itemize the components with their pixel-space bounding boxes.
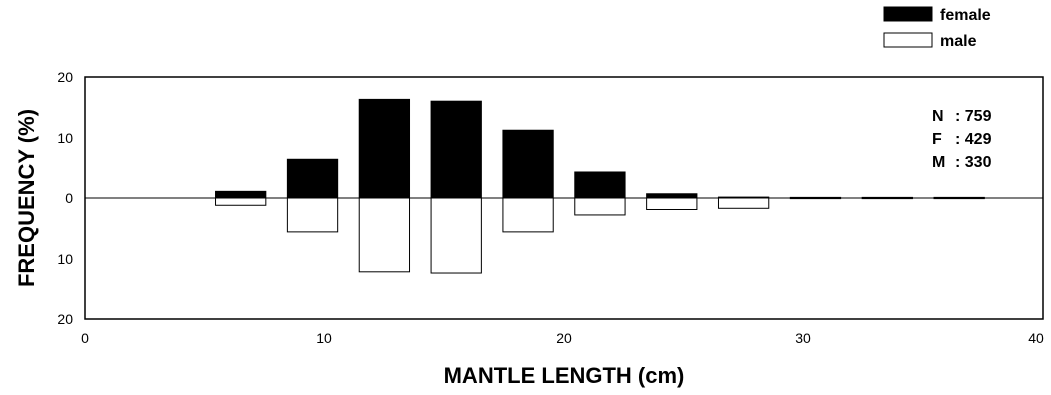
stat-label-f: F <box>932 131 942 148</box>
legend-label-male: male <box>940 33 977 50</box>
legend-swatch-male <box>883 32 933 48</box>
bar-male <box>358 197 411 273</box>
bar-male <box>215 197 267 206</box>
x-tick-label: 20 <box>556 330 572 346</box>
bar-male <box>286 197 339 233</box>
bar-male <box>646 197 698 210</box>
bar-female <box>430 100 482 199</box>
x-axis: 0 10 20 30 40 <box>81 330 1044 346</box>
y-axis: 20 10 0 10 20 <box>57 69 73 327</box>
stat-value-n: : 759 <box>955 108 992 125</box>
y-tick-label: 20 <box>57 311 73 327</box>
stat-value-m: : 330 <box>955 154 992 171</box>
bar-male <box>502 197 554 233</box>
bar-female <box>215 190 267 199</box>
bar-female <box>646 193 698 199</box>
bar-female <box>358 98 411 199</box>
bar-female <box>574 171 626 199</box>
y-axis-title: FREQUENCY (%) <box>14 109 39 287</box>
bar-female <box>286 158 339 199</box>
legend-label-female: female <box>940 7 991 24</box>
stat-label-n: N <box>932 108 944 125</box>
x-tick-label: 30 <box>795 330 811 346</box>
x-tick-label: 0 <box>81 330 89 346</box>
bars <box>215 98 985 274</box>
bar-male <box>430 197 482 274</box>
y-tick-label: 10 <box>57 130 73 146</box>
bar-male <box>933 197 985 200</box>
bar-male <box>789 197 842 200</box>
x-axis-title: MANTLE LENGTH (cm) <box>444 363 685 388</box>
legend: female male <box>883 6 991 50</box>
bar-male <box>861 197 913 200</box>
x-tick-label: 40 <box>1028 330 1044 346</box>
stat-label-m: M <box>932 154 945 171</box>
bar-female <box>502 129 554 199</box>
plot-area <box>84 76 1044 320</box>
y-tick-label: 10 <box>57 251 73 267</box>
bar-male <box>717 197 770 209</box>
sample-size-annotation: N : 759 F : 429 M : 330 <box>932 108 992 171</box>
y-tick-label: 0 <box>65 190 73 206</box>
y-tick-label: 20 <box>57 69 73 85</box>
stat-value-f: : 429 <box>955 131 992 148</box>
bar-male <box>574 197 626 216</box>
x-tick-label: 10 <box>316 330 332 346</box>
legend-swatch-female <box>883 6 933 22</box>
